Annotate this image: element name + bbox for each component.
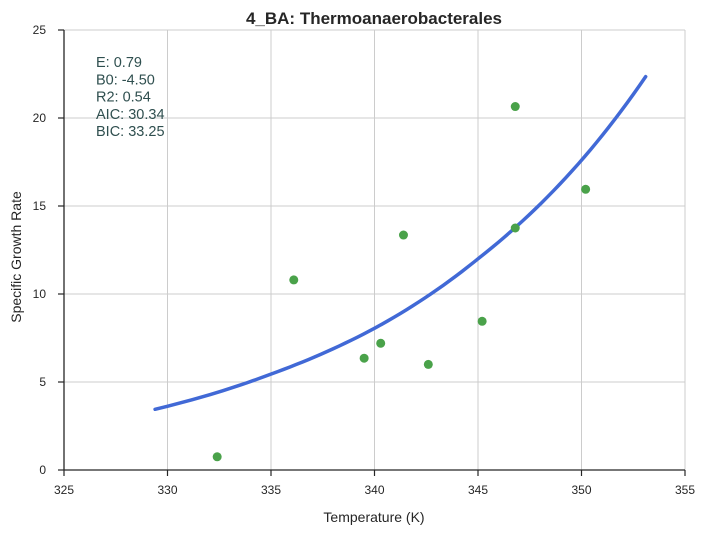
x-tick-label: 345 [468, 483, 488, 497]
data-point [376, 338, 386, 348]
data-point [398, 230, 408, 240]
data-point [581, 184, 591, 194]
y-tick-label: 10 [33, 287, 47, 301]
stat-line: E: 0.79 [96, 55, 142, 71]
grid-lines [64, 29, 686, 470]
x-tick-label: 330 [157, 483, 177, 497]
data-point [477, 316, 487, 326]
y-tick-label: 15 [33, 199, 47, 213]
x-tick-labels: 325 330 335 340 345 350 355 [54, 470, 695, 497]
x-tick-label: 325 [54, 483, 74, 497]
data-point [423, 359, 433, 369]
x-tick-label: 335 [261, 483, 281, 497]
stat-line: AIC: 30.34 [96, 107, 165, 123]
y-tick-labels: 0 5 10 15 20 25 [33, 23, 64, 477]
fit-curve-group [153, 74, 648, 412]
data-point [510, 223, 520, 233]
data-point [359, 353, 369, 363]
x-tick-label: 340 [364, 483, 384, 497]
fit-curve [153, 74, 648, 412]
x-tick-label: 350 [571, 483, 591, 497]
stat-line: R2: 0.54 [96, 90, 151, 106]
x-tick-label: 355 [675, 483, 695, 497]
stat-line: BIC: 33.25 [96, 124, 165, 140]
y-tick-label: 20 [33, 111, 47, 125]
data-point [510, 102, 520, 112]
stat-line: B0: -4.50 [96, 72, 155, 88]
x-axis-label: Temperature (K) [323, 509, 424, 525]
data-point [289, 275, 299, 285]
chart-title: 4_BA: Thermoanaerobacterales [246, 9, 502, 28]
y-tick-label: 25 [33, 23, 47, 37]
data-point [212, 452, 222, 462]
y-axis-label: Specific Growth Rate [8, 191, 24, 323]
data-points [212, 102, 591, 462]
y-tick-label: 5 [39, 375, 46, 389]
y-tick-label: 0 [39, 463, 46, 477]
